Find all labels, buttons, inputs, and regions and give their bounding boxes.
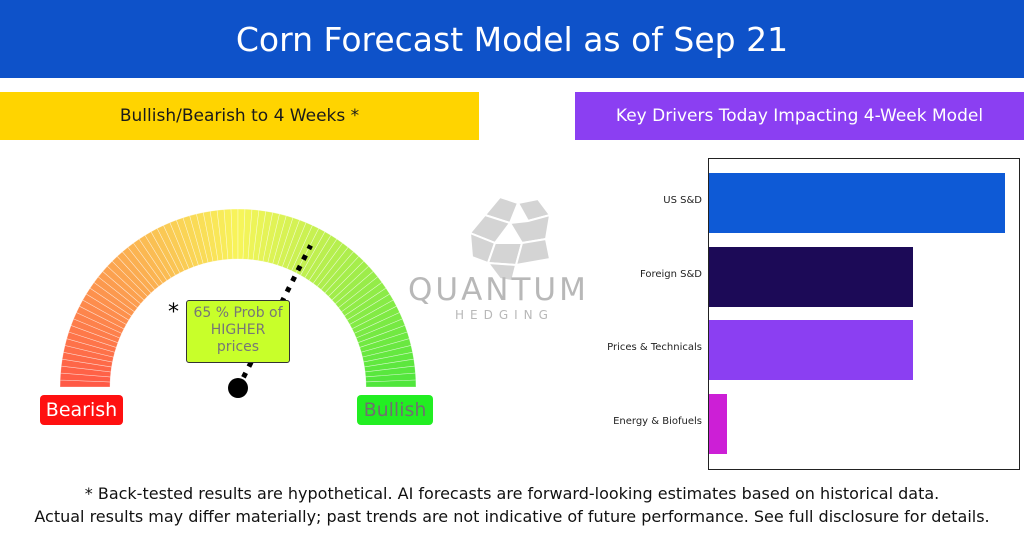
logo-subtitle: HEDGING <box>455 308 554 322</box>
logo-wordmark: QUANTUM <box>408 272 589 308</box>
bullish-label: Bullish <box>357 395 433 425</box>
category-label-foreign-sd: Foreign S&D <box>639 268 702 280</box>
bar-energy-biofuels <box>709 393 727 454</box>
category-label-energy-biofuels: Energy & Biofuels <box>613 415 702 427</box>
bar-us-sd <box>709 173 1005 233</box>
probability-line-3: prices <box>216 339 260 355</box>
gauge-asterisk: * <box>168 300 179 325</box>
category-label-us-sd: US S&D <box>663 195 702 206</box>
disclaimer-line-2: Actual results may differ materially; pa… <box>34 507 990 526</box>
gauge-section-header: Bullish/Bearish to 4 Weeks * <box>0 92 479 140</box>
page-title: Corn Forecast Model as of Sep 21 <box>0 0 1024 78</box>
bar-prices-technicals <box>709 320 914 380</box>
bearish-label: Bearish <box>40 395 123 425</box>
category-label-prices-technicals: Prices & Technicals <box>607 342 702 353</box>
gauge-segment <box>365 379 417 388</box>
disclaimer-line-1: * Back-tested results are hypothetical. … <box>84 484 940 503</box>
probability-callout: 65 % Prob of HIGHER prices <box>186 300 290 363</box>
drivers-section-header: Key Drivers Today Impacting 4-Week Model <box>575 92 1024 140</box>
brain-logo-icon <box>468 195 552 283</box>
drivers-bar-chart <box>708 158 1020 470</box>
probability-line-1: 65 % Prob of <box>193 305 283 321</box>
bar-foreign-sd <box>709 246 914 307</box>
probability-line-2: HIGHER <box>210 322 266 338</box>
